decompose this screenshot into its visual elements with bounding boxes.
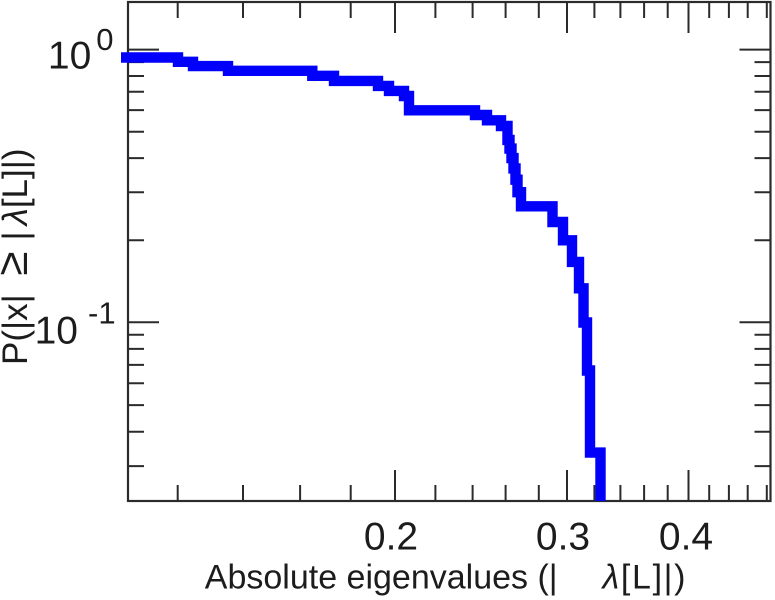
svg-text:Absolute eigenvalues (|: Absolute eigenvalues (|	[205, 559, 558, 597]
svg-text:P(|x|: P(|x|	[0, 294, 35, 365]
svg-text:|λ[L]|): |λ[L]|)	[0, 149, 35, 241]
svg-text:-1: -1	[88, 296, 116, 331]
svg-text:10: 10	[35, 310, 78, 353]
svg-text:≥: ≥	[0, 252, 37, 276]
svg-text:0.4: 0.4	[659, 516, 713, 559]
svg-text:0.3: 0.3	[536, 516, 590, 559]
svg-text:10: 10	[48, 34, 91, 77]
svg-text:0.2: 0.2	[364, 516, 418, 559]
svg-text:λ[L]|): λ[L]|)	[601, 559, 686, 597]
svg-text:0: 0	[96, 22, 113, 57]
